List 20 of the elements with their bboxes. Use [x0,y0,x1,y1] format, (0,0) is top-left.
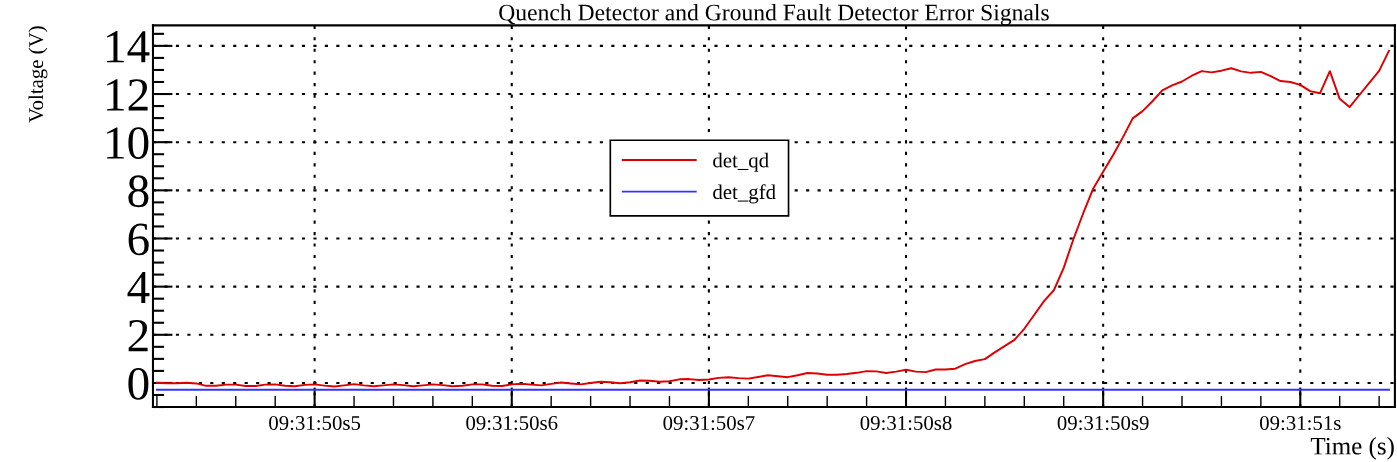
legend-label: det_gfd [713,184,776,204]
y-tick-label: 2 [128,319,148,352]
y-axis-title: Voltage (V) [28,26,48,123]
y-tick-label: 10 [107,127,149,160]
chart-title: Quench Detector and Ground Fault Detector Error Signals [499,3,1049,26]
x-tick-label: 09:31:51s [1259,415,1341,431]
y-tick-label: 14 [107,31,150,63]
y-tick-label: 0 [128,367,149,400]
legend-label: det_qd [713,152,769,172]
x-tick-label: 09:31:50s9 [1057,415,1149,431]
x-tick-label: 09:31:50s6 [466,415,558,431]
y-tick-label: 8 [128,175,149,208]
y-tick-label: 12 [107,79,148,111]
x-tick-label: 09:31:50s5 [269,415,361,431]
x-tick-label: 09:31:50s8 [860,415,952,431]
x-tick-label: 09:31:50s7 [663,415,755,431]
y-tick-label: 4 [127,271,150,304]
y-tick-label: 6 [128,223,149,256]
line-series [155,49,1390,388]
x-axis-title: Time (s) [1310,437,1394,460]
